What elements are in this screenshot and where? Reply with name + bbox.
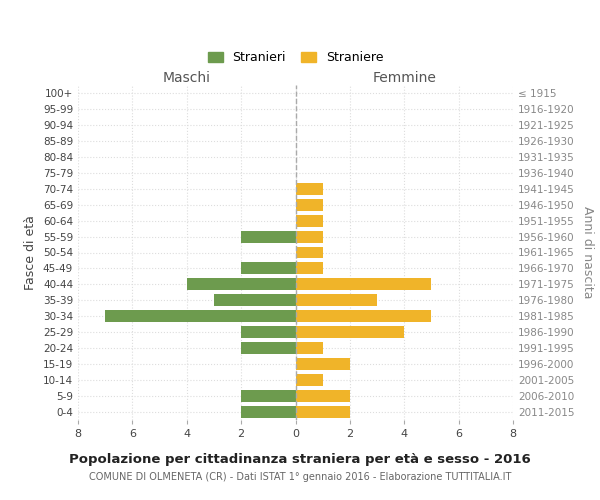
Bar [296,294,377,306]
Bar [241,406,296,418]
Bar [296,406,350,418]
Text: Maschi: Maschi [163,71,211,85]
Bar [296,214,323,226]
Bar [296,326,404,338]
Bar [296,230,323,242]
Legend: Stranieri, Straniere: Stranieri, Straniere [204,48,387,68]
Y-axis label: Fasce di età: Fasce di età [25,215,37,290]
Bar [241,326,296,338]
Bar [241,342,296,354]
Text: Femmine: Femmine [373,71,436,85]
Bar [296,358,350,370]
Bar [296,246,323,258]
Bar [241,262,296,274]
Y-axis label: Anni di nascita: Anni di nascita [581,206,594,298]
Bar [296,182,323,194]
Bar [214,294,296,306]
Text: Popolazione per cittadinanza straniera per età e sesso - 2016: Popolazione per cittadinanza straniera p… [69,452,531,466]
Bar [296,198,323,210]
Bar [241,390,296,402]
Bar [187,278,296,290]
Bar [296,374,323,386]
Bar [296,310,431,322]
Bar [296,342,323,354]
Bar [296,390,350,402]
Bar [296,278,431,290]
Text: COMUNE DI OLMENETA (CR) - Dati ISTAT 1° gennaio 2016 - Elaborazione TUTTITALIA.I: COMUNE DI OLMENETA (CR) - Dati ISTAT 1° … [89,472,511,482]
Bar [105,310,296,322]
Bar [296,262,323,274]
Bar [241,230,296,242]
